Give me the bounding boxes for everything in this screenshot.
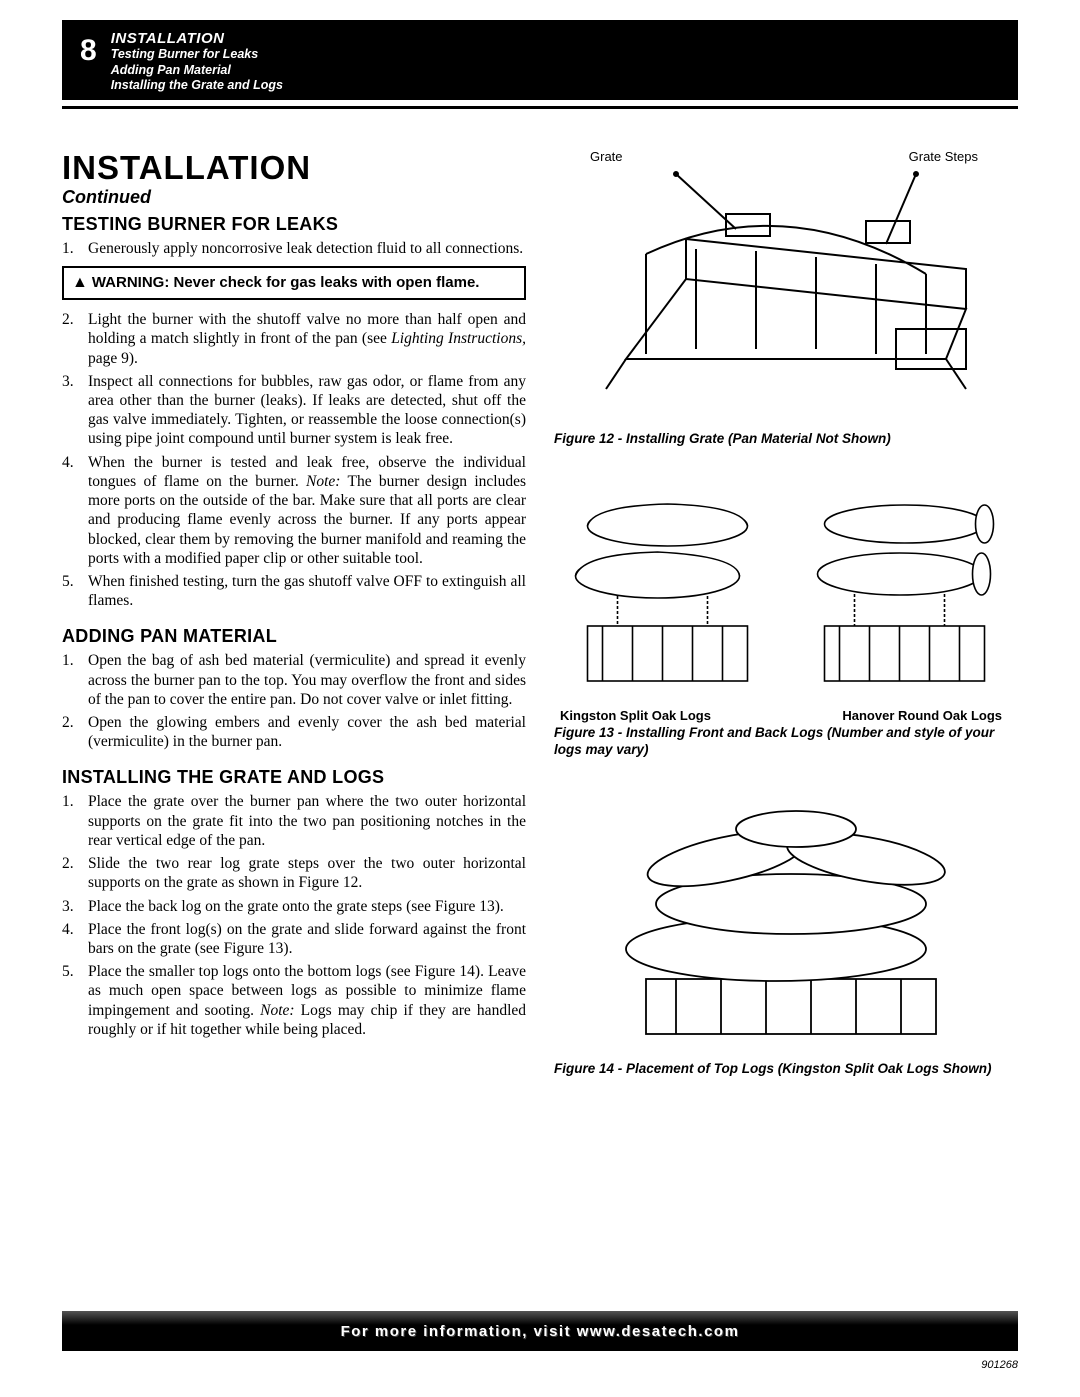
footer-text: For more information, visit www.desatech…: [341, 1323, 740, 1340]
figure-13: [554, 476, 1018, 706]
kingston-logs-illustration-icon: [554, 476, 781, 706]
hanover-logs-illustration-icon: [791, 476, 1018, 706]
figure-13-labels: Kingston Split Oak Logs Hanover Round Oa…: [554, 708, 1018, 723]
list-item-text: Generously apply noncorrosive leak detec…: [88, 239, 526, 258]
fig13-left: [554, 476, 781, 706]
grate-illustration-icon: [554, 149, 1018, 429]
header-sub-1: Testing Burner for Leaks: [111, 47, 283, 63]
list-item: Place the grate over the burner pan wher…: [62, 792, 526, 850]
header-text: INSTALLATION Testing Burner for Leaks Ad…: [111, 26, 283, 94]
list-item-text: Slide the two rear log grate steps over …: [88, 854, 526, 892]
list-item-text: Place the back log on the grate onto the…: [88, 897, 526, 916]
figure-12-caption: Figure 12 - Installing Grate (Pan Materi…: [554, 431, 1018, 448]
figure-14-caption: Figure 14 - Placement of Top Logs (Kings…: [554, 1061, 1018, 1078]
fig12-label-right: Grate Steps: [909, 149, 978, 164]
fig13-label-right: Hanover Round Oak Logs: [842, 708, 1002, 723]
testing-list-cont: Light the burner with the shutoff valve …: [62, 310, 526, 610]
list-item: Place the smaller top logs onto the bott…: [62, 962, 526, 1039]
warning-box: ▲ WARNING: Never check for gas leaks wit…: [62, 266, 526, 300]
fig13-label-left: Kingston Split Oak Logs: [560, 708, 711, 723]
top-logs-illustration-icon: [554, 789, 1018, 1059]
list-item-text: Place the smaller top logs onto the bott…: [88, 962, 526, 1039]
list-item-text: Place the grate over the burner pan wher…: [88, 792, 526, 850]
figure-13-caption: Figure 13 - Installing Front and Back Lo…: [554, 725, 1018, 759]
left-column: INSTALLATION Continued TESTING BURNER FO…: [62, 149, 526, 1078]
list-item: Open the bag of ash bed material (vermic…: [62, 651, 526, 709]
list-item-text: Open the bag of ash bed material (vermic…: [88, 651, 526, 709]
warning-icon: ▲: [72, 274, 88, 291]
document-id: 901268: [981, 1359, 1018, 1371]
right-column: Grate Grate Steps: [554, 149, 1018, 1078]
list-item: Generously apply noncorrosive leak detec…: [62, 239, 526, 258]
list-item: Light the burner with the shutoff valve …: [62, 310, 526, 368]
list-item-text: Inspect all connections for bubbles, raw…: [88, 372, 526, 449]
page-header: 8 INSTALLATION Testing Burner for Leaks …: [62, 20, 1018, 100]
fig13-right: [791, 476, 1018, 706]
main-heading: INSTALLATION: [62, 149, 526, 187]
pan-list: Open the bag of ash bed material (vermic…: [62, 651, 526, 751]
list-item: When finished testing, turn the gas shut…: [62, 572, 526, 610]
list-item-text: Light the burner with the shutoff valve …: [88, 310, 526, 368]
fig12-label-left: Grate: [590, 149, 623, 164]
list-item-text: Open the glowing embers and evenly cover…: [88, 713, 526, 751]
header-sub-2: Adding Pan Material: [111, 63, 283, 79]
grate-list: Place the grate over the burner pan wher…: [62, 792, 526, 1039]
page-number: 8: [62, 26, 111, 76]
list-item-text: Place the front log(s) on the grate and …: [88, 920, 526, 958]
section-heading-pan: ADDING PAN MATERIAL: [62, 626, 526, 647]
list-item: Slide the two rear log grate steps over …: [62, 854, 526, 892]
continued-label: Continued: [62, 187, 526, 208]
warning-text: WARNING: Never check for gas leaks with …: [92, 274, 480, 292]
header-sub-3: Installing the Grate and Logs: [111, 78, 283, 94]
list-item: Place the back log on the grate onto the…: [62, 897, 526, 916]
figure-12: Grate Grate Steps: [554, 149, 1018, 429]
footer-bar: For more information, visit www.desatech…: [62, 1311, 1018, 1351]
header-title: INSTALLATION: [111, 30, 283, 47]
header-rule: [62, 106, 1018, 109]
figure-12-labels: Grate Grate Steps: [554, 149, 1018, 164]
figure-14: Figure 14 - Placement of Top Logs (Kings…: [554, 789, 1018, 1078]
list-item: Place the front log(s) on the grate and …: [62, 920, 526, 958]
list-item-text: When the burner is tested and leak free,…: [88, 453, 526, 568]
list-item: Inspect all connections for bubbles, raw…: [62, 372, 526, 449]
section-heading-testing: TESTING BURNER FOR LEAKS: [62, 214, 526, 235]
list-item-text: When finished testing, turn the gas shut…: [88, 572, 526, 610]
testing-list: Generously apply noncorrosive leak detec…: [62, 239, 526, 258]
list-item: When the burner is tested and leak free,…: [62, 453, 526, 568]
list-item: Open the glowing embers and evenly cover…: [62, 713, 526, 751]
section-heading-grate: INSTALLING THE GRATE AND LOGS: [62, 767, 526, 788]
